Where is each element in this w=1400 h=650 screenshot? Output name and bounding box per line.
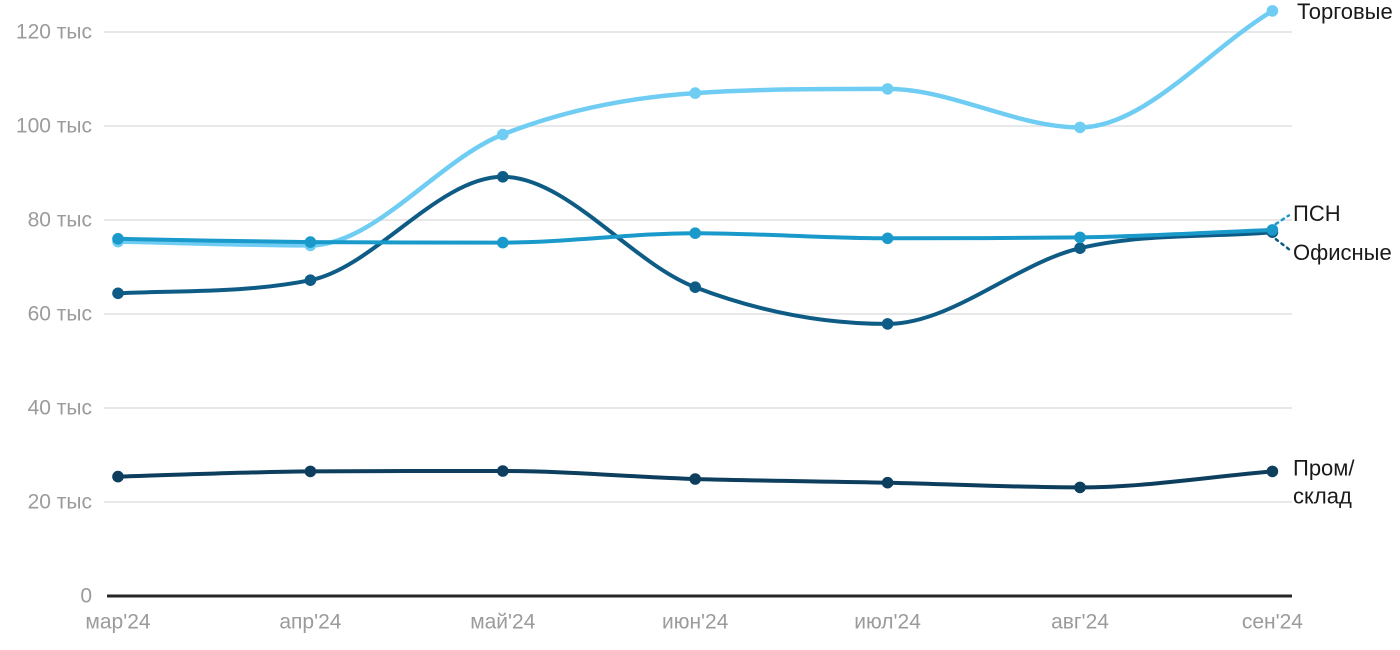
series-label-line: Офисные (1293, 240, 1392, 265)
series-point-prom-sklad-3[interactable] (689, 473, 701, 485)
series-point-prom-sklad-6[interactable] (1266, 465, 1279, 478)
series-point-prom-sklad-2[interactable] (497, 465, 509, 477)
series-point-torgovye-2[interactable] (497, 128, 509, 141)
y-tick-label: 20 тыс (28, 491, 92, 514)
y-tick-label: 40 тыс (28, 397, 92, 420)
series-point-ofisnye-1[interactable] (304, 274, 317, 287)
x-tick-label: сен'24 (1242, 611, 1303, 634)
series-point-psn-3[interactable] (689, 227, 701, 239)
series-label-ofisnye: Офисные (1293, 240, 1392, 265)
series-label-psn: ПСН (1293, 200, 1341, 225)
y-tick-label: 120 тыс (16, 21, 92, 44)
x-tick-label: апр'24 (279, 611, 341, 634)
y-tick-label: 80 тыс (28, 209, 92, 232)
series-point-ofisnye-0[interactable] (112, 287, 124, 300)
x-tick-label: авг'24 (1051, 611, 1109, 634)
series-point-prom-sklad-1[interactable] (304, 465, 317, 478)
series-point-torgovye-3[interactable] (689, 87, 701, 99)
series-torgovye (112, 5, 1279, 252)
series-line-ofisnye[interactable] (116, 174, 1275, 326)
series-label-line: ПСН (1293, 200, 1341, 225)
series-point-psn-6[interactable] (1266, 224, 1279, 236)
series-point-ofisnye-5[interactable] (1074, 242, 1086, 254)
series-point-torgovye-5[interactable] (1074, 121, 1086, 134)
series-point-ofisnye-2[interactable] (497, 171, 509, 183)
series-ofisnye (112, 171, 1279, 330)
y-axis-labels: 0 20 тыс 40 тыс 60 тыс 80 тыс 100 тыс 120 тыс (16, 21, 92, 608)
series-point-ofisnye-3[interactable] (689, 281, 701, 294)
series-prom-sklad (112, 465, 1279, 494)
x-tick-label: май'24 (470, 611, 536, 634)
gridlines (104, 31, 1292, 503)
y-tick-label: 0 (80, 585, 92, 608)
series-label-line: склад (1293, 483, 1352, 508)
series-point-ofisnye-4[interactable] (881, 318, 894, 330)
series-psn (112, 224, 1279, 249)
series-line-torgovye[interactable] (115, 8, 1275, 248)
x-tick-label: июн'24 (662, 611, 729, 634)
label-leader-psn (1274, 214, 1291, 226)
series-point-psn-2[interactable] (497, 236, 509, 249)
x-tick-label: мар'24 (85, 611, 150, 634)
series-point-torgovye-6[interactable] (1266, 5, 1279, 17)
series-point-psn-1[interactable] (304, 236, 317, 248)
series-point-psn-0[interactable] (112, 233, 124, 245)
x-tick-label: июл'24 (854, 611, 921, 634)
y-tick-label: 60 тыс (28, 303, 92, 326)
y-tick-label: 100 тыс (16, 115, 92, 138)
series-label-line: Торговые (1297, 0, 1393, 23)
series-point-psn-4[interactable] (881, 232, 894, 245)
series-point-psn-5[interactable] (1074, 231, 1086, 244)
series-point-prom-sklad-4[interactable] (881, 476, 894, 489)
series-point-prom-sklad-5[interactable] (1074, 481, 1086, 494)
series-point-torgovye-4[interactable] (881, 83, 894, 95)
series-label-prom-sklad: Пром/склад (1293, 455, 1355, 508)
series-label-torgovye: Торговые (1297, 0, 1393, 23)
series-point-prom-sklad-0[interactable] (112, 470, 124, 483)
series-label-line: Пром/ (1293, 455, 1355, 480)
x-axis-labels: мар'24 апр'24 май'24 июн'24 июл'24 авг'24 сен'… (85, 611, 1303, 634)
label-leader-ofisnye (1274, 237, 1291, 251)
